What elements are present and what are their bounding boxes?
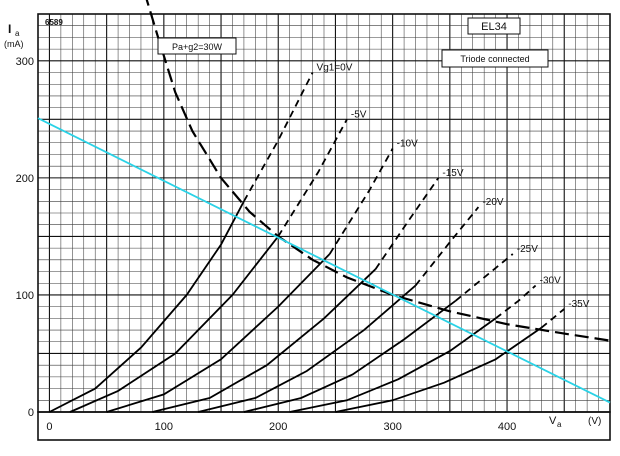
x-axis-label: V a (V) bbox=[549, 415, 601, 429]
series-solid-segment bbox=[197, 284, 417, 413]
x-tick-label: 0 bbox=[46, 421, 52, 433]
series-label: -5V bbox=[351, 109, 367, 120]
x-tick-label: 200 bbox=[269, 421, 287, 433]
series-dashed-segment bbox=[455, 253, 514, 302]
series-curve bbox=[69, 118, 348, 413]
series-label: -35V bbox=[568, 299, 589, 310]
y-tick-label: 300 bbox=[16, 56, 34, 68]
chart-code: 6589 bbox=[45, 18, 63, 27]
series-label: -15V bbox=[442, 168, 463, 179]
y-axis-label: I a (mA) bbox=[4, 22, 24, 49]
series-curve bbox=[106, 148, 394, 413]
y-tick-label: 200 bbox=[16, 173, 34, 185]
series-solid-segment bbox=[69, 235, 279, 413]
series-solid-segment bbox=[48, 200, 245, 413]
series-curve bbox=[197, 206, 480, 413]
series-solid-segment bbox=[106, 253, 331, 413]
series-label: Vg1=0V bbox=[317, 63, 353, 74]
tube-title: EL34 bbox=[481, 21, 507, 33]
power-label-frame bbox=[157, 37, 237, 55]
x-axis-strip bbox=[37, 411, 611, 441]
series-dashed-segment bbox=[495, 284, 537, 320]
curve-labels: Vg1=0V -5V -10V -15V -20V -25V -30V -35V bbox=[317, 63, 590, 310]
x-tick-label: 400 bbox=[498, 421, 516, 433]
grid-voltage-curves bbox=[48, 72, 565, 413]
x-tick-labels: 0 100 200 300 400 bbox=[46, 421, 516, 433]
y-axis-unit: (mA) bbox=[4, 39, 24, 49]
series-solid-segment bbox=[243, 300, 457, 413]
series-dashed-segment bbox=[374, 177, 440, 270]
y-axis-symbol: I bbox=[8, 22, 11, 36]
y-axis-subscript: a bbox=[15, 29, 20, 38]
series-dashed-segment bbox=[243, 72, 314, 202]
series-curve bbox=[152, 177, 440, 413]
chart-subtitle: Triode connected bbox=[460, 54, 529, 64]
series-dashed-segment bbox=[414, 206, 480, 287]
series-curve bbox=[243, 253, 514, 413]
y-tick-label: 100 bbox=[16, 290, 34, 302]
series-solid-segment bbox=[335, 326, 542, 413]
series-curve bbox=[335, 308, 565, 413]
series-label: -10V bbox=[397, 139, 418, 150]
tube-title-box: EL34 bbox=[467, 17, 521, 35]
series-label: -25V bbox=[517, 244, 538, 255]
series-curve bbox=[48, 72, 314, 413]
tube-title-frame bbox=[467, 17, 521, 35]
subtitle-box: Triode connected bbox=[441, 49, 549, 68]
series-label: -30V bbox=[540, 276, 561, 287]
series-solid-segment bbox=[152, 268, 377, 413]
power-curve-path bbox=[145, 0, 611, 342]
series-solid-segment bbox=[289, 317, 497, 413]
x-axis-unit: (V) bbox=[588, 416, 601, 427]
power-dissipation-curve bbox=[145, 0, 611, 342]
load-line-path bbox=[37, 117, 611, 404]
series-dashed-segment bbox=[277, 118, 348, 237]
chart-grid bbox=[37, 13, 611, 413]
series-dashed-segment bbox=[540, 308, 565, 329]
x-tick-label: 300 bbox=[383, 421, 401, 433]
power-label: Pa+g2=30W bbox=[172, 42, 223, 52]
series-label: -20V bbox=[482, 197, 503, 208]
x-axis-subscript: a bbox=[557, 420, 562, 429]
series-dashed-segment bbox=[328, 148, 394, 255]
x-axis-symbol: V bbox=[549, 415, 557, 427]
series-curve bbox=[289, 284, 537, 413]
y-tick-labels: 0 100 200 300 bbox=[16, 56, 34, 419]
load-line bbox=[37, 117, 611, 404]
y-tick-label: 0 bbox=[28, 407, 34, 419]
x-tick-label: 100 bbox=[155, 421, 173, 433]
power-label-box: Pa+g2=30W bbox=[157, 37, 237, 55]
subtitle-frame bbox=[441, 49, 549, 68]
